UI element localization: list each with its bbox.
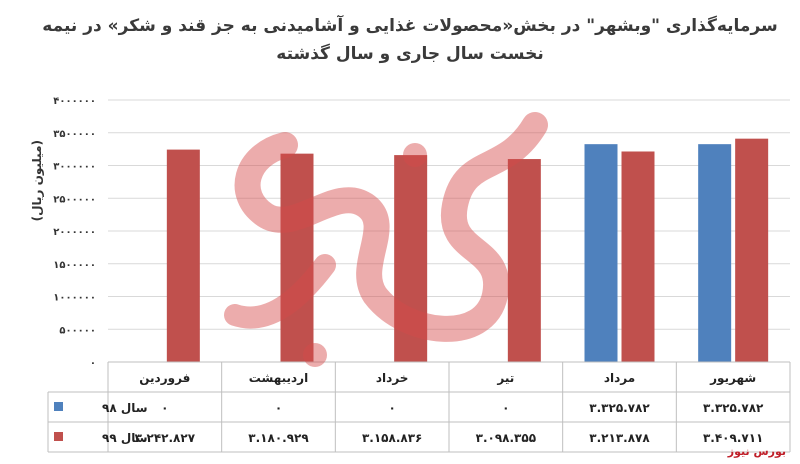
y-tick-label: ۴۰۰۰۰۰۰ xyxy=(53,96,96,107)
x-category-label: خرداد xyxy=(376,371,409,385)
bar-s98 xyxy=(698,144,732,362)
bar-s99 xyxy=(735,138,769,362)
x-category-label: اردیبهشت xyxy=(249,371,308,385)
bar-s99 xyxy=(507,159,541,362)
data-label: ۳.۰۹۸.۳۵۵ xyxy=(476,431,536,445)
data-label: ۳.۱۸۰.۹۲۹ xyxy=(248,431,309,445)
bar-s99 xyxy=(280,153,314,362)
brand-logo-text: بورس نیوز xyxy=(727,445,786,458)
legend-swatch xyxy=(54,402,63,411)
data-label: ۰ xyxy=(502,401,509,415)
y-tick-label: ۰ xyxy=(90,358,96,369)
bar-s99 xyxy=(166,149,200,362)
y-tick-label: ۳۰۰۰۰۰۰ xyxy=(53,162,96,173)
data-label: ۳.۳۲۵.۷۸۲ xyxy=(703,401,764,415)
x-category-label: شهریور xyxy=(709,371,756,386)
data-label: ۳.۲۱۳.۸۷۸ xyxy=(589,431,650,445)
bar-s98 xyxy=(584,144,618,362)
bar-s99 xyxy=(621,151,655,362)
chart-title: سرمایه‌گذاری "وبشهر" در بخش«محصولات غذای… xyxy=(42,16,778,64)
data-label: ۰ xyxy=(389,401,396,415)
data-label: ۳.۳۲۵.۷۸۲ xyxy=(589,401,650,415)
y-tick-label: ۱۰۰۰۰۰۰ xyxy=(53,293,96,304)
legend-swatch xyxy=(54,432,63,441)
x-category-label: تیر xyxy=(496,371,514,385)
x-category-label: فروردین xyxy=(139,371,190,386)
data-label: ۳.۱۵۸.۸۳۶ xyxy=(362,431,422,445)
data-label: ۳.۴۰۹.۷۱۱ xyxy=(703,431,763,445)
y-tick-label: ۵۰۰۰۰۰ xyxy=(59,325,96,336)
data-label: ۰ xyxy=(161,401,168,415)
x-category-label: مرداد xyxy=(604,371,635,385)
y-tick-label: ۲۵۰۰۰۰۰ xyxy=(53,194,96,205)
legend-entry: سال ۹۹ xyxy=(102,431,148,445)
y-tick-label: ۲۰۰۰۰۰۰ xyxy=(53,227,96,238)
y-tick-label: ۳۵۰۰۰۰۰ xyxy=(53,129,96,140)
data-label: ۳.۲۴۲.۸۲۷ xyxy=(135,431,196,445)
legend-entry: سال ۹۸ xyxy=(102,401,148,415)
bar-s99 xyxy=(394,155,428,362)
data-label: ۰ xyxy=(275,401,282,415)
y-tick-label: ۱۵۰۰۰۰۰ xyxy=(53,260,96,271)
